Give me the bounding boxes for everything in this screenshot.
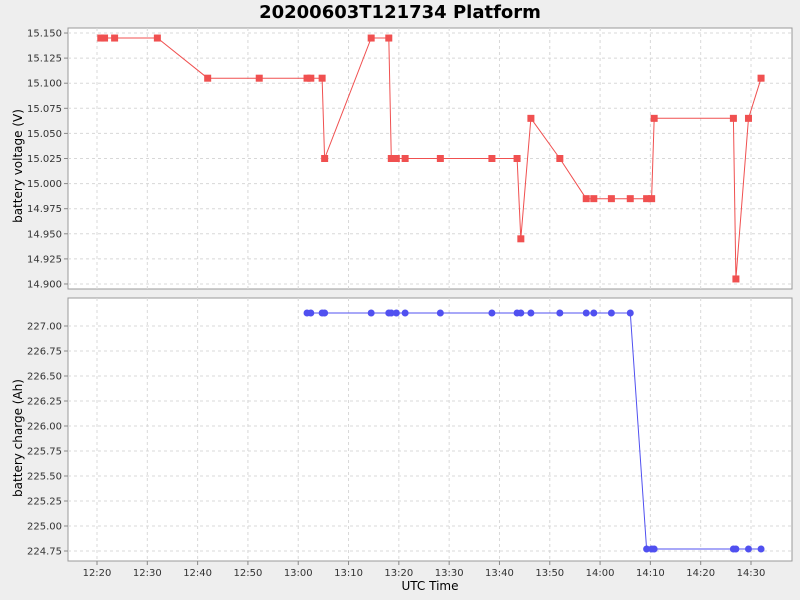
charge-data-point bbox=[757, 545, 765, 553]
y-tick-label: 225.75 bbox=[27, 447, 62, 458]
x-axis-label: UTC Time bbox=[402, 579, 459, 593]
y-tick-label: 225.00 bbox=[27, 522, 62, 533]
charge-data-point bbox=[607, 309, 615, 317]
voltage-data-point bbox=[367, 34, 375, 42]
y-tick-label: 226.00 bbox=[27, 422, 62, 433]
y-tick-label: 15.100 bbox=[27, 79, 62, 90]
x-tick-label: 13:20 bbox=[384, 568, 413, 579]
voltage-data-point bbox=[757, 74, 765, 82]
charge-data-point bbox=[392, 309, 400, 317]
voltage-data-point bbox=[732, 275, 740, 283]
y-tick-label: 226.75 bbox=[27, 347, 62, 358]
voltage-data-point bbox=[650, 114, 658, 122]
y-tick-label: 15.025 bbox=[27, 154, 62, 165]
y-tick-label: 15.075 bbox=[27, 104, 62, 115]
charge-data-point bbox=[582, 309, 590, 317]
charge-data-point bbox=[488, 309, 496, 317]
x-tick-label: 12:40 bbox=[183, 568, 212, 579]
voltage-data-point bbox=[111, 34, 119, 42]
voltage-data-point bbox=[204, 74, 212, 82]
y-tick-label: 226.50 bbox=[27, 372, 62, 383]
charge-data-point bbox=[387, 309, 395, 317]
voltage-data-point bbox=[590, 195, 598, 203]
voltage-data-point bbox=[513, 155, 521, 162]
charge-data-point bbox=[401, 309, 409, 317]
y-tick-label: 227.00 bbox=[27, 322, 62, 333]
y-axis-label-voltage: battery voltage (V) bbox=[11, 109, 25, 223]
x-tick-label: 14:20 bbox=[686, 568, 715, 579]
charge-data-point bbox=[744, 545, 752, 553]
y-axis-label-charge: battery charge (Ah) bbox=[11, 379, 25, 497]
x-tick-label: 12:20 bbox=[83, 568, 112, 579]
charge-data-point bbox=[643, 545, 651, 553]
voltage-data-point bbox=[387, 155, 395, 162]
charge-data-point bbox=[732, 545, 740, 553]
charge-data-point bbox=[321, 309, 329, 317]
chart-title: 20200603T121734 Platform bbox=[259, 2, 541, 23]
y-tick-label: 15.000 bbox=[27, 179, 62, 190]
charge-data-point bbox=[307, 309, 315, 317]
voltage-data-point bbox=[307, 74, 315, 82]
y-tick-label: 226.25 bbox=[27, 397, 62, 408]
voltage-data-point bbox=[517, 235, 525, 243]
voltage-data-point bbox=[385, 34, 393, 42]
charge-data-point bbox=[590, 309, 598, 317]
series-layer bbox=[97, 34, 765, 553]
voltage-data-point bbox=[318, 74, 326, 82]
axis-layer: 14.900 14.925 14.950 14.975 15.000 15.025 15.0… bbox=[27, 29, 765, 579]
y-tick-label: 224.75 bbox=[27, 547, 62, 558]
charge-data-point bbox=[650, 545, 658, 553]
x-tick-label: 13:40 bbox=[485, 568, 514, 579]
x-tick-label: 14:00 bbox=[586, 568, 615, 579]
voltage-data-point bbox=[392, 155, 400, 162]
y-tick-label: 15.150 bbox=[27, 29, 62, 40]
voltage-data-point bbox=[255, 74, 263, 82]
voltage-data-point bbox=[729, 114, 737, 122]
charge-data-point bbox=[527, 309, 535, 317]
x-tick-label: 12:50 bbox=[234, 568, 263, 579]
x-tick-label: 13:30 bbox=[435, 568, 464, 579]
y-tick-label: 14.975 bbox=[27, 204, 62, 215]
y-tick-label: 15.125 bbox=[27, 54, 62, 65]
voltage-data-point bbox=[101, 34, 109, 42]
x-tick-label: 14:30 bbox=[737, 568, 766, 579]
x-tick-label: 12:30 bbox=[133, 568, 162, 579]
y-tick-label: 225.25 bbox=[27, 497, 62, 508]
voltage-data-point bbox=[527, 114, 535, 122]
voltage-data-point bbox=[153, 34, 161, 42]
grid-layer bbox=[68, 28, 792, 561]
voltage-data-point bbox=[744, 114, 752, 122]
y-tick-label: 14.950 bbox=[27, 229, 62, 240]
voltage-data-point bbox=[607, 195, 615, 203]
y-tick-label: 225.50 bbox=[27, 472, 62, 483]
charge-data-point bbox=[626, 309, 634, 317]
voltage-data-point bbox=[488, 155, 496, 162]
charge-data-point bbox=[556, 309, 564, 317]
voltage-data-point bbox=[626, 195, 634, 203]
voltage-data-point bbox=[582, 195, 590, 203]
voltage-data-point bbox=[648, 195, 656, 203]
x-tick-label: 13:50 bbox=[535, 568, 564, 579]
y-tick-label: 15.050 bbox=[27, 129, 62, 140]
x-tick-label: 13:10 bbox=[334, 568, 363, 579]
voltage-data-point bbox=[321, 155, 329, 162]
voltage-data-point bbox=[401, 155, 409, 162]
charge-data-point bbox=[367, 309, 375, 317]
charge-data-point bbox=[436, 309, 444, 317]
charge-data-point bbox=[517, 309, 525, 317]
voltage-data-point bbox=[643, 195, 651, 203]
y-tick-label: 14.925 bbox=[27, 254, 62, 265]
x-tick-label: 14:10 bbox=[636, 568, 665, 579]
y-tick-label: 14.900 bbox=[27, 279, 62, 290]
voltage-data-point bbox=[97, 34, 105, 42]
x-tick-label: 13:00 bbox=[284, 568, 313, 579]
voltage-data-point bbox=[436, 155, 444, 162]
voltage-data-point bbox=[556, 155, 564, 162]
panel-charge-background bbox=[67, 297, 793, 562]
voltage-data-point bbox=[303, 74, 311, 82]
